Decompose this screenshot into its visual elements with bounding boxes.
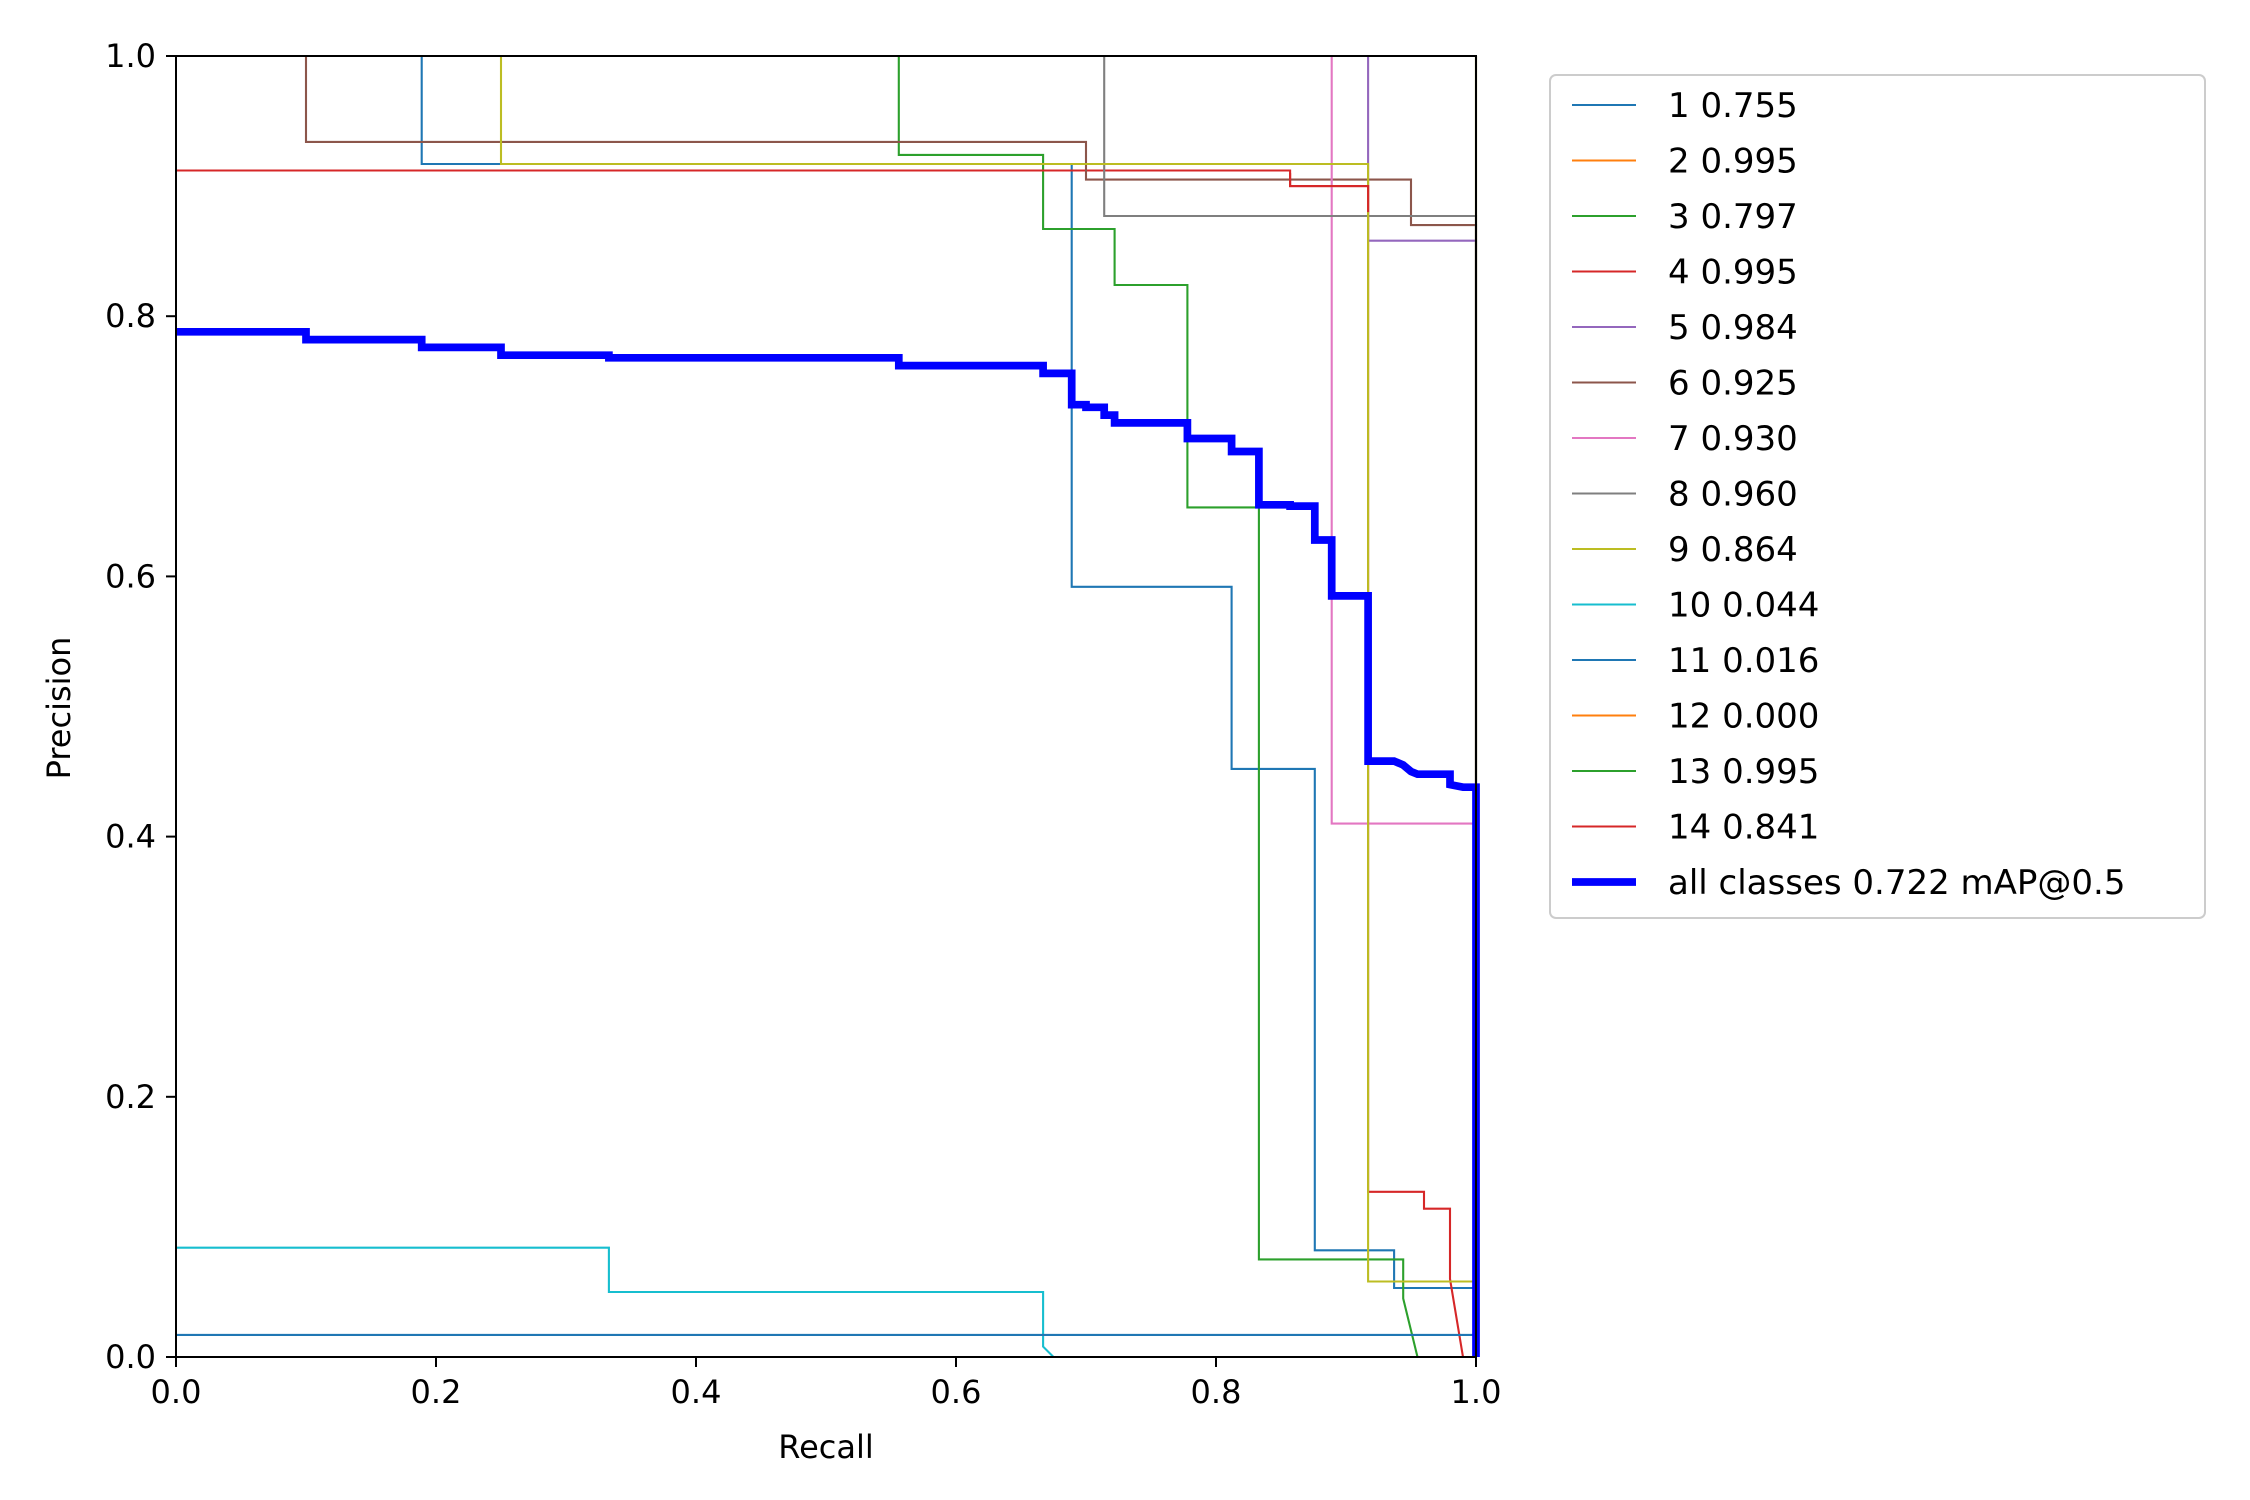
x-tick-label: 0.8 <box>1191 1373 1242 1411</box>
series-line-15 <box>176 327 1480 1357</box>
legend-label-5: 5 0.984 <box>1668 308 1798 348</box>
y-axis: 0.0 0.2 0.4 0.6 0.8 1.0 <box>105 37 176 1376</box>
legend-label-9: 9 0.864 <box>1668 530 1798 570</box>
legend-label-8: 8 0.960 <box>1668 475 1798 515</box>
series-line-3 <box>897 56 1419 1358</box>
x-tick-label: 1.0 <box>1451 1373 1502 1411</box>
legend-box <box>1549 74 2206 919</box>
legend: 1 0.755 2 0.995 3 0.797 4 0.995 5 0.984 6 0.9… <box>1549 74 2206 919</box>
legend-label-1: 1 0.755 <box>1668 86 1798 126</box>
y-tick-label: 0.8 <box>105 297 156 335</box>
x-tick-label: 0.0 <box>151 1373 202 1411</box>
legend-label-7: 7 0.930 <box>1668 419 1798 459</box>
legend-label-15: all classes 0.722 mAP@0.5 <box>1668 863 2125 903</box>
y-axis-label: Precision <box>40 637 78 780</box>
series-line-6 <box>304 56 1478 1357</box>
y-tick-label: 0.4 <box>105 818 156 856</box>
x-axis: 0.0 0.2 0.4 0.6 0.8 1.0 <box>151 1357 1502 1411</box>
x-axis-label: Recall <box>778 1428 873 1466</box>
legend-label-3: 3 0.797 <box>1668 197 1798 237</box>
legend-label-10: 10 0.044 <box>1668 586 1819 626</box>
y-tick-label: 1.0 <box>105 37 156 75</box>
legend-label-12: 12 0.000 <box>1668 697 1819 737</box>
x-tick-label: 0.6 <box>931 1373 982 1411</box>
legend-label-11: 11 0.016 <box>1668 641 1819 681</box>
legend-label-2: 2 0.995 <box>1668 142 1798 182</box>
x-tick-label: 0.4 <box>671 1373 722 1411</box>
legend-label-6: 6 0.925 <box>1668 364 1798 404</box>
legend-entries: 1 0.755 2 0.995 3 0.797 4 0.995 5 0.984 6 0.9… <box>1572 86 2125 903</box>
y-tick-label: 0.0 <box>105 1338 156 1376</box>
legend-label-4: 4 0.995 <box>1668 253 1798 293</box>
plot-frame <box>175 55 1477 1358</box>
series-line-10 <box>176 1246 1055 1358</box>
legend-label-14: 14 0.841 <box>1668 808 1819 848</box>
y-tick-label: 0.2 <box>105 1078 156 1116</box>
series-line-14 <box>1289 173 1370 213</box>
x-tick-label: 0.2 <box>411 1373 462 1411</box>
legend-label-13: 13 0.995 <box>1668 752 1819 792</box>
y-tick-label: 0.6 <box>105 557 156 595</box>
